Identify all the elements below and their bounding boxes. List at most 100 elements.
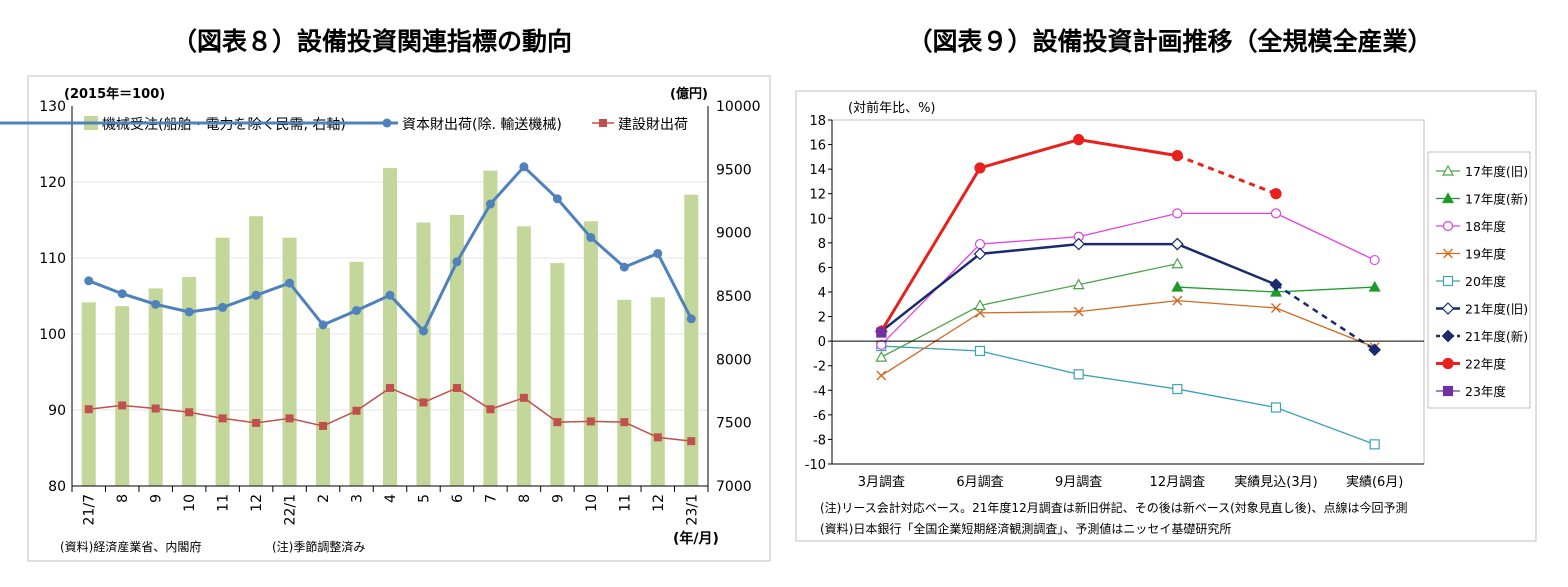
point-construction-goods <box>653 433 662 442</box>
series-segment-17年度(新) <box>1275 286 1375 293</box>
point-18年度 <box>876 339 887 350</box>
bar-machinery-orders <box>516 226 531 487</box>
legend-marker <box>1442 220 1454 232</box>
point-18年度 <box>1270 208 1282 219</box>
bar-machinery-orders <box>684 194 699 486</box>
chart8-legend: 機械受注(船舶・電力を除く民需, 右軸) 資本財出荷(除. 輸送機械) 建設財出… <box>0 116 688 133</box>
y-tick-label: 14 <box>809 163 826 178</box>
legend-label: 17年度(旧) <box>1465 164 1528 179</box>
series-segment-20年度 <box>1177 388 1277 409</box>
point-construction-goods <box>519 393 528 402</box>
series-segment-21年度(旧) <box>979 242 1079 256</box>
point-capital-goods <box>385 290 395 300</box>
bar-machinery-orders <box>382 168 398 487</box>
legend-marker <box>1441 329 1455 343</box>
point-construction-goods <box>419 398 428 407</box>
point-17年度(新) <box>1368 280 1381 292</box>
legend-label: 21年度(新) <box>1465 329 1528 344</box>
point-capital-goods <box>218 302 228 312</box>
y-tick-label: 0 <box>818 335 826 350</box>
point-21年度(旧) <box>973 247 987 261</box>
y-right-tick-label: 10000 <box>716 99 761 115</box>
x-tick-label: 3月調査 <box>858 475 905 490</box>
x-tick-label: 9 <box>550 494 566 503</box>
chart9-title: （図表９）設備投資計画推移（全規模全産業） <box>907 27 1432 56</box>
series-segment-21年度(新) <box>1275 283 1376 351</box>
x-tick-label: 10 <box>182 494 198 512</box>
chart8-left-unit: (2015年＝100) <box>64 86 165 102</box>
chart9-legend: 17年度(旧) 17年度(新) 18年度 19年度 20年度 21年度(旧) 21年度(新)… <box>1436 164 1528 399</box>
legend-label-orders: 機械受注(船舶・電力を除く民需, 右軸) <box>102 117 346 133</box>
x-tick-label: 8 <box>115 494 131 503</box>
legend-marker <box>1442 357 1454 370</box>
series-segment-20年度 <box>1078 373 1178 390</box>
series-segment-18年度 <box>979 236 1079 245</box>
legend-label: 20年度 <box>1465 274 1506 289</box>
legend-label: 23年度 <box>1465 384 1506 399</box>
point-17年度(旧) <box>875 350 888 362</box>
y-right-tick-label: 8500 <box>716 289 752 305</box>
point-21年度(新) <box>1368 343 1382 357</box>
point-capital-goods <box>117 289 127 299</box>
y-left-tick-label: 80 <box>48 479 66 495</box>
x-tick-label: 9 <box>149 494 165 503</box>
series-segment-19年度 <box>880 312 981 377</box>
point-construction-goods <box>118 401 127 410</box>
point-17年度(新) <box>1171 280 1184 292</box>
point-capital-goods <box>519 162 529 172</box>
point-construction-goods <box>586 417 595 426</box>
x-tick-label: 11 <box>216 494 232 512</box>
point-capital-goods <box>318 320 328 330</box>
point-21年度(旧) <box>1072 237 1086 251</box>
point-18年度 <box>1369 254 1380 266</box>
point-construction-goods <box>486 405 495 414</box>
bar-machinery-orders <box>215 237 230 486</box>
point-20年度 <box>1270 402 1282 413</box>
bar-machinery-orders <box>148 288 163 486</box>
y-tick-label: 12 <box>809 188 826 203</box>
point-17年度(旧) <box>973 299 987 311</box>
series-segment-19年度 <box>1177 299 1277 309</box>
legend-marker <box>1442 385 1454 397</box>
point-construction-goods <box>687 437 696 446</box>
point-capital-goods <box>686 314 696 324</box>
x-tick-label: 8 <box>517 494 533 503</box>
point-19年度 <box>1172 295 1183 306</box>
y-tick-label: 18 <box>809 114 826 129</box>
chart8-right-unit: (億円) <box>670 86 708 102</box>
point-20年度 <box>1172 383 1183 395</box>
point-19年度 <box>876 370 887 381</box>
point-capital-goods <box>653 248 663 258</box>
y-tick-label: 2 <box>818 311 826 326</box>
y-left-tick-label: 120 <box>39 175 66 191</box>
series-segment-20年度 <box>979 350 1079 375</box>
point-construction-goods <box>319 421 328 430</box>
point-capital-goods <box>552 194 562 204</box>
point-construction-goods <box>452 383 461 392</box>
point-17年度(新) <box>1269 285 1283 297</box>
chart9-axes: 18 16 14 12 10 8 6 4 2 0 -2 -4 -6 -8 -10 3月調査 6月調査 9月調査 12… <box>805 114 1424 490</box>
chart9-note: (注)リース会計対応ベース。21年度12月調査は新旧併記、その後は新ベース(対象… <box>820 500 1407 515</box>
chart8-note-adjust: (注)季節調整済み <box>272 539 365 554</box>
y-right-tick-label: 7500 <box>716 416 752 432</box>
x-tick-label: 12 <box>651 494 667 512</box>
x-tick-label: 4 <box>383 494 399 503</box>
x-tick-label: 12 <box>249 494 265 512</box>
bar-machinery-orders <box>449 214 464 486</box>
y-left-tick-label: 110 <box>39 251 66 267</box>
x-tick-label: 9月調査 <box>1055 475 1102 490</box>
bar-machinery-orders <box>650 297 665 486</box>
legend-marker <box>1441 164 1455 176</box>
y-tick-label: 8 <box>818 237 826 252</box>
legend-label-construction: 建設財出荷 <box>618 117 688 133</box>
point-18年度 <box>974 238 986 250</box>
series-segment-19年度 <box>979 311 1079 314</box>
chart8-note-source: (資料)経済産業省、内閣府 <box>60 539 201 554</box>
x-tick-label: 6月調査 <box>956 475 1003 490</box>
y-tick-label: 6 <box>818 261 826 276</box>
series-segment-17年度(旧) <box>881 304 981 358</box>
series-segment-21年度(旧) <box>880 252 981 333</box>
point-22年度 <box>974 162 986 174</box>
chart9-y-unit: (対前年比、%) <box>848 100 936 116</box>
